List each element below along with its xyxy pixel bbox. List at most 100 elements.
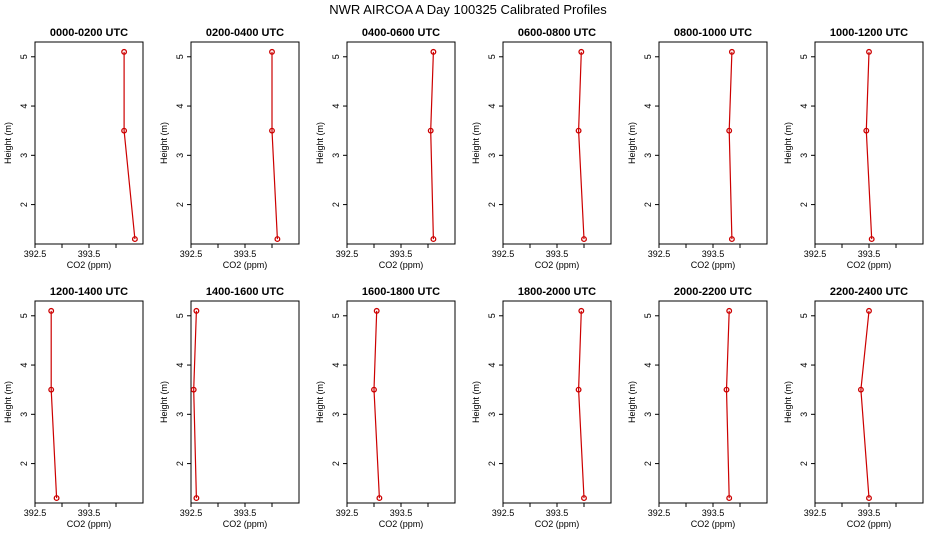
y-tick-label: 2 [19, 461, 29, 466]
x-tick-label: 393.5 [78, 249, 101, 259]
data-point [575, 127, 582, 134]
chart-panel: 0000-0200 UTC 392.5 393.5 2 3 4 5 CO2 (ppm) Heig… [3, 27, 144, 270]
y-axis-label: Height (m) [315, 381, 325, 423]
panel-title: 0000-0200 UTC [50, 27, 128, 39]
data-point [373, 307, 380, 314]
data-point [121, 127, 128, 134]
data-point [48, 307, 55, 314]
y-tick-label: 4 [19, 104, 29, 109]
plot-frame [346, 41, 456, 245]
plot-frame [658, 300, 768, 504]
series-line [860, 310, 870, 499]
x-tick-label: 393.5 [858, 249, 881, 259]
y-tick-label: 5 [487, 313, 497, 318]
data-point [578, 48, 585, 55]
y-axis-label: Height (m) [315, 122, 325, 164]
y-tick-label: 2 [331, 202, 341, 207]
data-point [868, 236, 875, 243]
data-point [863, 127, 870, 134]
y-tick-label: 2 [643, 202, 653, 207]
y-axis-label: Height (m) [627, 381, 637, 423]
x-tick-label: 392.5 [24, 508, 47, 518]
plot-frame [346, 300, 456, 504]
panel-title: 2000-2200 UTC [674, 286, 752, 298]
x-axis-label: CO2 (ppm) [847, 260, 892, 270]
data-point [371, 386, 377, 393]
plot-frame [34, 41, 144, 245]
y-tick-label: 5 [643, 54, 653, 59]
plot-frame [658, 41, 768, 245]
x-axis-label: CO2 (ppm) [691, 260, 736, 270]
y-tick-label: 4 [487, 104, 497, 109]
data-point [427, 127, 434, 134]
x-tick-label: 393.5 [390, 249, 413, 259]
x-tick-label: 393.5 [702, 508, 725, 518]
y-tick-label: 5 [175, 313, 185, 318]
x-tick-label: 392.5 [648, 249, 671, 259]
data-point [131, 236, 138, 243]
data-point [578, 307, 585, 314]
panel-title: 0200-0400 UTC [206, 27, 284, 39]
data-point [723, 386, 730, 393]
y-tick-label: 3 [643, 153, 653, 158]
y-tick-label: 3 [799, 153, 809, 158]
data-point [728, 48, 735, 55]
y-tick-label: 3 [331, 412, 341, 417]
y-tick-label: 3 [19, 412, 29, 417]
data-point [190, 386, 197, 393]
panel-title: 2200-2400 UTC [830, 286, 908, 298]
y-tick-label: 5 [799, 54, 809, 59]
y-tick-label: 5 [799, 313, 809, 318]
y-axis-label: Height (m) [783, 122, 793, 164]
chart-panel: 0400-0600 UTC 392.5 393.5 2 3 4 5 CO2 (ppm) Heig… [315, 27, 456, 270]
data-point [121, 48, 128, 55]
y-tick-label: 4 [331, 363, 341, 368]
series-line [373, 310, 380, 499]
y-tick-label: 4 [19, 363, 29, 368]
chart-panel: 2200-2400 UTC 392.5 393.5 2 3 4 5 CO2 (ppm) Heig… [783, 286, 924, 529]
series-line [123, 51, 136, 240]
y-tick-label: 5 [19, 54, 29, 59]
data-point [269, 127, 275, 134]
y-tick-label: 2 [799, 461, 809, 466]
data-point [866, 48, 872, 55]
plot-frame [190, 41, 300, 245]
y-tick-label: 5 [487, 54, 497, 59]
y-tick-label: 4 [175, 363, 185, 368]
y-tick-label: 2 [19, 202, 29, 207]
y-tick-label: 5 [331, 54, 341, 59]
y-tick-label: 4 [643, 363, 653, 368]
x-axis-label: CO2 (ppm) [691, 519, 736, 529]
data-point [581, 236, 587, 243]
x-tick-label: 392.5 [492, 508, 515, 518]
y-tick-label: 3 [487, 412, 497, 417]
chart-panel: 1200-1400 UTC 392.5 393.5 2 3 4 5 CO2 (ppm) Heig… [3, 286, 144, 529]
series-line [577, 310, 585, 499]
panel-title: 0800-1000 UTC [674, 27, 752, 39]
y-tick-label: 5 [643, 313, 653, 318]
y-axis-label: Height (m) [3, 122, 13, 164]
panel-title: 1600-1800 UTC [362, 286, 440, 298]
x-axis-label: CO2 (ppm) [535, 260, 580, 270]
series-line [193, 310, 197, 499]
chart-panel: 1400-1600 UTC 392.5 393.5 2 3 4 5 CO2 (ppm) Heig… [159, 286, 300, 529]
plot-frame [502, 41, 612, 245]
x-tick-label: 392.5 [804, 508, 827, 518]
data-point [193, 307, 200, 314]
x-tick-label: 392.5 [648, 508, 671, 518]
y-tick-label: 2 [643, 461, 653, 466]
series-line [50, 310, 58, 499]
x-tick-label: 392.5 [804, 249, 827, 259]
data-point [48, 386, 55, 393]
y-tick-label: 3 [799, 412, 809, 417]
panel-title: 1800-2000 UTC [518, 286, 596, 298]
data-point [726, 307, 733, 314]
data-point [376, 495, 383, 502]
data-point [866, 495, 872, 502]
chart-panel: 0600-0800 UTC 392.5 393.5 2 3 4 5 CO2 (ppm) Heig… [471, 27, 612, 270]
y-axis-label: Height (m) [159, 122, 169, 164]
panel-grid: 0000-0200 UTC 392.5 393.5 2 3 4 5 CO2 (ppm) Heig… [3, 27, 924, 529]
x-axis-label: CO2 (ppm) [379, 260, 424, 270]
y-tick-label: 4 [175, 104, 185, 109]
x-axis-label: CO2 (ppm) [847, 519, 892, 529]
